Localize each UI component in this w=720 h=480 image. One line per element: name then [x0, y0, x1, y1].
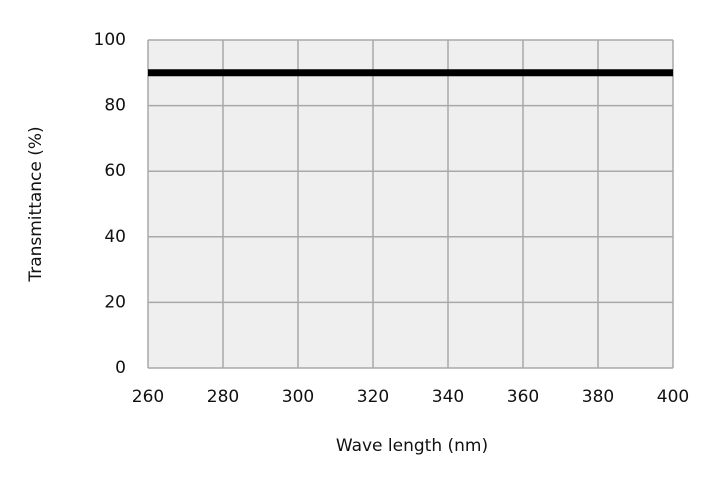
plot-area	[148, 40, 673, 368]
y-tick-label: 20	[104, 292, 126, 312]
x-tick-label: 300	[282, 387, 314, 407]
x-tick-label: 400	[657, 387, 689, 407]
x-tick-label: 340	[432, 387, 464, 407]
x-tick-label: 360	[507, 387, 539, 407]
y-axis-label: Transmittance (%)	[26, 126, 46, 282]
y-tick-label: 0	[115, 358, 126, 378]
y-tick-label: 100	[94, 30, 126, 50]
x-axis-label: Wave length (nm)	[336, 436, 488, 456]
x-tick-label: 280	[207, 387, 239, 407]
x-tick-label: 380	[582, 387, 614, 407]
x-tick-label: 260	[132, 387, 164, 407]
y-tick-label: 40	[104, 227, 126, 247]
y-tick-label: 60	[104, 161, 126, 181]
x-tick-label: 320	[357, 387, 389, 407]
y-tick-label: 80	[104, 96, 126, 116]
